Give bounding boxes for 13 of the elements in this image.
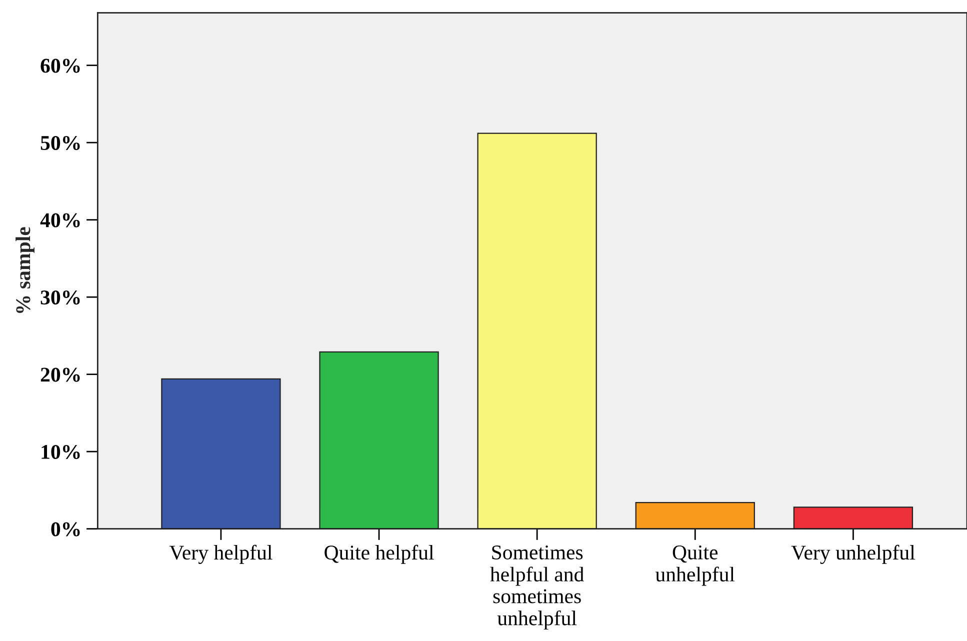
y-tick-label: 40% <box>40 213 80 228</box>
y-tick-label: 30% <box>40 290 80 305</box>
x-tick-label: Quite helpful <box>324 544 434 564</box>
x-tick-label: Very unhelpful <box>791 544 915 564</box>
y-tick-label: 50% <box>40 136 80 150</box>
y-tick-label: 20% <box>40 368 80 382</box>
x-tick-label: Very helpful <box>169 544 272 564</box>
x-tick-label: Sometimes helpful and sometimes unhelpful <box>490 545 584 630</box>
y-axis-title: % sample <box>16 227 34 313</box>
y-tick-label: 10% <box>42 444 80 460</box>
y-tick-label: 60% <box>40 58 80 73</box>
y-tick-label: 0% <box>51 522 80 536</box>
x-tick-label: Quite unhelpful <box>655 545 735 586</box>
